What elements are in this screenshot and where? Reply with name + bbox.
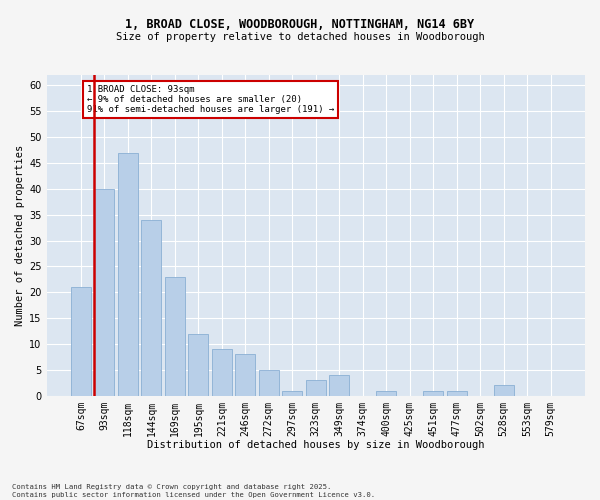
Bar <box>376 390 396 396</box>
Text: Size of property relative to detached houses in Woodborough: Size of property relative to detached ho… <box>116 32 484 42</box>
Bar <box>212 349 232 396</box>
Text: 1, BROAD CLOSE, WOODBOROUGH, NOTTINGHAM, NG14 6BY: 1, BROAD CLOSE, WOODBOROUGH, NOTTINGHAM,… <box>125 18 475 30</box>
Bar <box>235 354 256 396</box>
Text: 1 BROAD CLOSE: 93sqm
← 9% of detached houses are smaller (20)
91% of semi-detach: 1 BROAD CLOSE: 93sqm ← 9% of detached ho… <box>87 84 334 114</box>
Bar <box>71 287 91 396</box>
Text: Contains HM Land Registry data © Crown copyright and database right 2025.
Contai: Contains HM Land Registry data © Crown c… <box>12 484 375 498</box>
Bar <box>259 370 279 396</box>
X-axis label: Distribution of detached houses by size in Woodborough: Distribution of detached houses by size … <box>147 440 485 450</box>
Bar <box>94 189 115 396</box>
Bar <box>118 152 138 396</box>
Bar <box>423 390 443 396</box>
Y-axis label: Number of detached properties: Number of detached properties <box>15 144 25 326</box>
Bar <box>188 334 208 396</box>
Bar <box>142 220 161 396</box>
Bar <box>446 390 467 396</box>
Bar <box>329 375 349 396</box>
Bar <box>165 276 185 396</box>
Bar <box>494 386 514 396</box>
Bar <box>306 380 326 396</box>
Bar <box>283 390 302 396</box>
